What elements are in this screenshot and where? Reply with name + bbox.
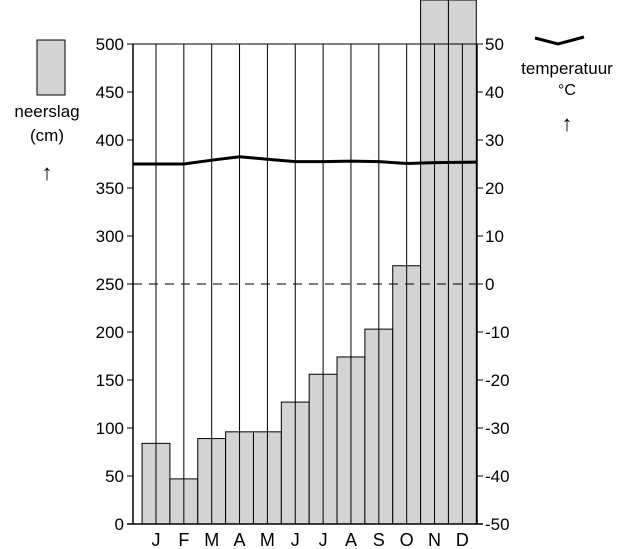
left-tick-label: 150 (96, 371, 124, 390)
left-tick-label: 500 (96, 35, 124, 54)
month-label: J (291, 530, 300, 549)
left-tick-label: 0 (115, 515, 124, 534)
month-label: J (151, 530, 160, 549)
left-tick-label: 350 (96, 179, 124, 198)
month-label: M (204, 530, 219, 549)
right-tick-label: -50 (485, 515, 510, 534)
temperature-unit-label: °C (558, 82, 576, 99)
month-label: M (260, 530, 275, 549)
temperature-axis-arrow: ↑ (562, 111, 573, 136)
month-label: A (345, 530, 357, 549)
month-label: N (428, 530, 441, 549)
month-label: F (178, 530, 189, 549)
temperature-legend-label: temperatuur (521, 59, 613, 78)
right-tick-label: -40 (485, 467, 510, 486)
tick-labels: 050100150200250300350400450500-50-40-30-… (96, 35, 510, 549)
right-tick-label: 0 (485, 275, 494, 294)
precipitation-axis-arrow: ↑ (42, 160, 53, 185)
month-label: J (319, 530, 328, 549)
right-tick-label: 30 (485, 131, 504, 150)
right-tick-label: -20 (485, 371, 510, 390)
precipitation-unit-label: (cm) (30, 126, 64, 145)
right-tick-label: 40 (485, 83, 504, 102)
left-tick-label: 450 (96, 83, 124, 102)
month-label: D (456, 530, 469, 549)
right-tick-label: 50 (485, 35, 504, 54)
precipitation-legend-swatch (36, 39, 66, 96)
precipitation-legend-label: neerslag (14, 102, 79, 121)
left-tick-label: 200 (96, 323, 124, 342)
month-label: O (400, 530, 414, 549)
right-tick-label: -30 (485, 419, 510, 438)
left-tick-label: 250 (96, 275, 124, 294)
right-tick-label: 10 (485, 227, 504, 246)
left-tick-label: 100 (96, 419, 124, 438)
left-tick-label: 50 (105, 467, 124, 486)
left-tick-label: 400 (96, 131, 124, 150)
precipitation-bars (141, 0, 477, 525)
right-tick-label: 20 (485, 179, 504, 198)
month-label: S (373, 530, 385, 549)
temperature-legend-swatch (534, 35, 585, 46)
month-label: A (234, 530, 246, 549)
right-tick-label: -10 (485, 323, 510, 342)
left-tick-label: 300 (96, 227, 124, 246)
temperature-line (133, 155, 478, 166)
axes (127, 43, 483, 525)
